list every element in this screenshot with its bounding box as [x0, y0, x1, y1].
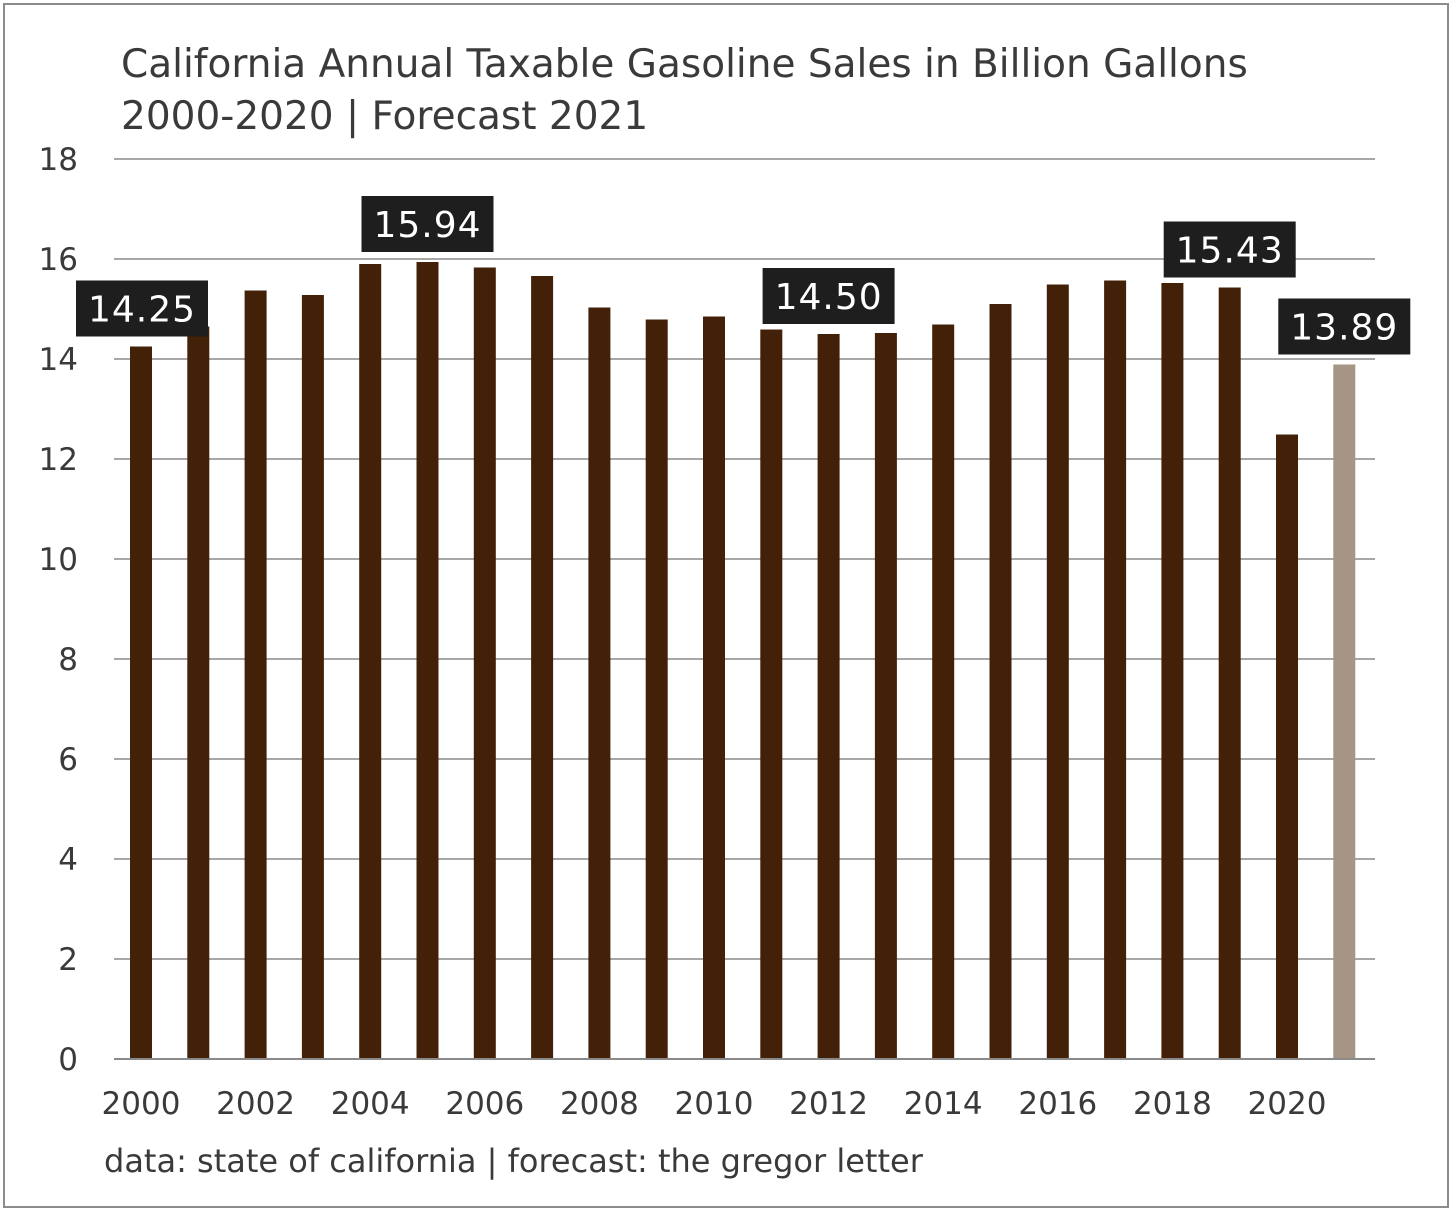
bar [874, 333, 897, 1059]
bar [130, 346, 152, 1059]
bar [932, 324, 955, 1059]
bar [531, 276, 554, 1059]
forecast-bar [1333, 364, 1356, 1059]
y-tick-label: 18 [39, 142, 78, 178]
x-tick-label: 2006 [445, 1086, 524, 1122]
bar [1161, 283, 1184, 1059]
bar [645, 319, 668, 1059]
y-tick-label: 8 [58, 642, 78, 678]
bar [416, 262, 439, 1059]
data-label: 15.94 [373, 205, 481, 246]
bar [1276, 434, 1298, 1059]
chart-subtitle: 2000-2020 | Forecast 2021 [121, 94, 649, 139]
x-tick-label: 2010 [675, 1086, 754, 1122]
x-tick-label: 2020 [1248, 1086, 1327, 1122]
x-tick-label: 2018 [1133, 1086, 1212, 1122]
y-tick-label: 10 [39, 542, 78, 578]
x-tick-label: 2012 [789, 1086, 868, 1122]
x-tick-label: 2016 [1018, 1086, 1097, 1122]
y-tick-label: 6 [58, 742, 78, 778]
x-tick-label: 2008 [560, 1086, 639, 1122]
x-tick-label: 2014 [904, 1086, 983, 1122]
y-tick-label: 12 [39, 442, 78, 478]
chart-source-note: data: state of california | forecast: th… [104, 1142, 923, 1180]
data-label-box [1278, 298, 1411, 355]
data-label-box [762, 268, 895, 324]
y-tick-label: 16 [39, 242, 78, 278]
bar [359, 264, 382, 1059]
bar [760, 329, 783, 1059]
x-tick-label: 2000 [102, 1086, 181, 1122]
data-label: 15.43 [1176, 231, 1284, 272]
bar [187, 326, 210, 1059]
x-tick-label: 2004 [331, 1086, 410, 1122]
bar [1218, 287, 1241, 1059]
chart-frame: California Annual Taxable Gasoline Sales… [3, 3, 1449, 1208]
y-tick-label: 4 [58, 842, 78, 878]
y-tick-label: 0 [58, 1042, 78, 1078]
bar [1104, 280, 1127, 1059]
data-label-box [76, 280, 208, 337]
bar [244, 290, 267, 1059]
data-label: 14.25 [88, 290, 196, 331]
bar [473, 267, 496, 1059]
y-tick-label: 14 [39, 342, 78, 378]
bar [301, 295, 324, 1059]
chart-title-line: California Annual Taxable Gasoline Sales… [121, 42, 1248, 87]
data-label-box [1163, 221, 1296, 278]
chart-title: California Annual Taxable Gasoline Sales… [121, 39, 1248, 143]
data-label: 14.50 [775, 277, 883, 318]
y-tick-label: 2 [58, 942, 78, 978]
x-tick-label: 2002 [216, 1086, 295, 1122]
data-label: 13.89 [1290, 308, 1398, 349]
data-label-box [361, 196, 494, 252]
bar [989, 304, 1012, 1059]
bar [817, 334, 840, 1059]
bar [588, 307, 611, 1059]
bar [1046, 284, 1069, 1059]
bar [703, 316, 725, 1059]
